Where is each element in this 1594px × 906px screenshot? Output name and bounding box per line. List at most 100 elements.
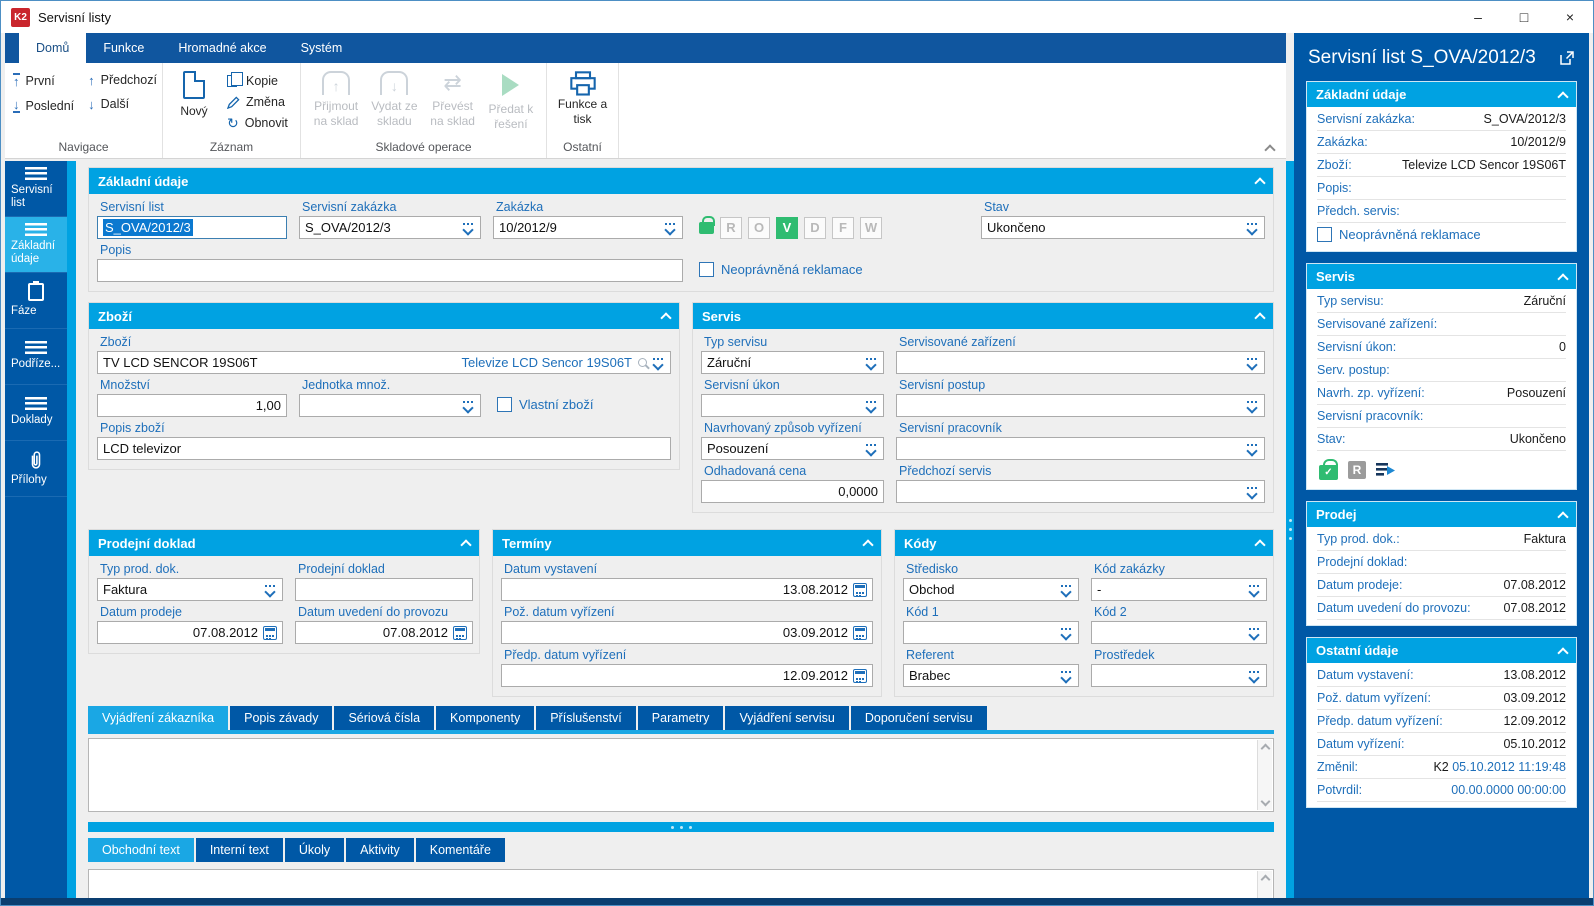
dropdown-icon[interactable] [651, 356, 665, 370]
navrhovany-zpusob-dropdown[interactable]: Posouzení [701, 437, 884, 460]
minimize-button[interactable]: – [1474, 9, 1482, 25]
servisovane-zarizeni-dropdown[interactable] [896, 351, 1265, 374]
predp-datum-vyrizeni-input[interactable]: 12.09.2012 [501, 664, 873, 687]
dropdown-icon[interactable] [1245, 221, 1259, 235]
scroll-down-icon[interactable] [1260, 796, 1270, 807]
section-header-terminy[interactable]: Termíny [493, 530, 881, 556]
zbozi-input[interactable]: TV LCD SENCOR 19S06T Televize LCD Sencor… [97, 351, 671, 374]
last-button[interactable]: ↓ Poslední [13, 97, 75, 113]
section-header-zbozi[interactable]: Zboží [89, 303, 679, 329]
horizontal-splitter[interactable] [88, 822, 1274, 832]
popis-input[interactable] [97, 259, 683, 282]
stredisko-dropdown[interactable]: Obchod [903, 578, 1079, 601]
collapse-icon[interactable] [1557, 510, 1569, 523]
dropdown-icon[interactable] [461, 221, 475, 235]
submit-for-solving-button[interactable]: Předat k řešení [484, 69, 538, 132]
mnozstvi-input[interactable]: 1,00 [97, 394, 287, 417]
maximize-button[interactable]: □ [1519, 9, 1529, 25]
previous-button[interactable]: ↑ Předchozí [88, 72, 157, 88]
servisni-list-input[interactable]: S_OVA/2012/3 [97, 216, 287, 239]
calendar-icon[interactable] [853, 582, 867, 597]
datum-vystaveni-input[interactable]: 13.08.2012 [501, 578, 873, 601]
stav-dropdown[interactable]: Ukončeno [981, 216, 1265, 239]
servisni-ukon-dropdown[interactable] [701, 394, 884, 417]
jednotka-dropdown[interactable] [299, 394, 481, 417]
first-button[interactable]: ↑ První [13, 73, 55, 89]
typ-servisu-dropdown[interactable]: Záruční [701, 351, 884, 374]
collapse-icon[interactable] [660, 312, 672, 324]
sidebar-item-podrizene[interactable]: Podříze... [5, 329, 67, 385]
tab-komponenty[interactable]: Komponenty [436, 706, 535, 730]
tab-vyjadreni-zakaznika[interactable]: Vyjádření zákazníka [88, 706, 229, 730]
business-text-textarea[interactable] [88, 869, 1274, 898]
dropdown-icon[interactable] [864, 399, 878, 413]
tab-aktivity[interactable]: Aktivity [346, 838, 414, 862]
dropdown-icon[interactable] [1247, 583, 1261, 597]
issue-from-stock-button[interactable]: ↓ Vydat ze skladu [367, 69, 421, 129]
tab-komentare[interactable]: Komentáře [415, 838, 505, 862]
zakazka-dropdown[interactable]: 10/2012/9 [493, 216, 683, 239]
scrollbar[interactable] [1257, 740, 1272, 810]
referent-dropdown[interactable]: Brabec [903, 664, 1079, 687]
dropdown-icon[interactable] [1245, 356, 1259, 370]
ribbon-tab-domu[interactable]: Domů [19, 33, 87, 63]
tab-popis-zavady[interactable]: Popis závady [230, 706, 333, 730]
kod-zakazky-dropdown[interactable]: - [1091, 578, 1267, 601]
vlastni-zbozi-checkbox[interactable] [497, 397, 512, 412]
calendar-icon[interactable] [853, 668, 867, 683]
neopravnena-reklamace-checkbox[interactable] [1317, 227, 1332, 242]
collapse-icon[interactable] [1254, 312, 1266, 324]
ribbon-tab-funkce[interactable]: Funkce [103, 41, 145, 55]
ribbon-tab-system[interactable]: Systém [300, 41, 343, 55]
tab-obchodni-text[interactable]: Obchodní text [88, 838, 194, 862]
calendar-icon[interactable] [263, 625, 277, 640]
vertical-splitter[interactable] [1286, 161, 1294, 898]
prostredek-dropdown[interactable] [1091, 664, 1267, 687]
prodejni-doklad-input[interactable] [295, 578, 473, 601]
customer-statement-textarea[interactable] [88, 738, 1274, 812]
summary-header-ostatni-udaje[interactable]: Ostatní údaje [1307, 638, 1576, 663]
zbozi-link[interactable]: Televize LCD Sencor 19S06T [461, 355, 632, 370]
servisni-pracovnik-dropdown[interactable] [896, 437, 1265, 460]
calendar-icon[interactable] [453, 625, 467, 640]
dropdown-icon[interactable] [263, 583, 277, 597]
scroll-up-icon[interactable] [1260, 743, 1270, 754]
scroll-up-icon[interactable] [1260, 874, 1270, 885]
functions-and-print-button[interactable]: Funkce a tisk [555, 69, 610, 127]
dropdown-icon[interactable] [864, 442, 878, 456]
summary-header-prodej[interactable]: Prodej [1307, 502, 1576, 527]
tab-ukoly[interactable]: Úkoly [284, 838, 345, 862]
dropdown-icon[interactable] [461, 399, 475, 413]
collapse-icon[interactable] [1557, 646, 1569, 659]
tab-seriova-cisla[interactable]: Sériová čísla [334, 706, 435, 730]
kod1-dropdown[interactable] [903, 621, 1079, 644]
section-header-prodejni-doklad[interactable]: Prodejní doklad [89, 530, 479, 556]
search-icon[interactable] [638, 358, 647, 367]
servisni-zakazka-dropdown[interactable]: S_OVA/2012/3 [299, 216, 481, 239]
receive-to-stock-button[interactable]: ↑ Přijmout na sklad [309, 69, 363, 129]
dropdown-icon[interactable] [1245, 485, 1259, 499]
datum-prodeje-input[interactable]: 07.08.2012 [97, 621, 283, 644]
dropdown-icon[interactable] [1247, 669, 1261, 683]
summary-header-servis[interactable]: Servis [1307, 264, 1576, 289]
dropdown-icon[interactable] [1059, 626, 1073, 640]
sidebar-item-servisni-list[interactable]: Servisní list [5, 161, 67, 217]
sidebar-item-faze[interactable]: Fáze [5, 273, 67, 329]
collapse-icon[interactable] [460, 539, 472, 551]
transfer-to-stock-button[interactable]: ⇄ Převést na sklad [430, 70, 475, 129]
summary-header-zakladni-udaje[interactable]: Základní údaje [1307, 82, 1576, 107]
sidebar-item-prilohy[interactable]: Přílohy [5, 441, 67, 497]
poz-datum-vyrizeni-input[interactable]: 03.09.2012 [501, 621, 873, 644]
datum-provozu-input[interactable]: 07.08.2012 [295, 621, 473, 644]
dropdown-icon[interactable] [1247, 626, 1261, 640]
sidebar-item-doklady[interactable]: Doklady [5, 385, 67, 441]
edit-button[interactable]: Změna [227, 95, 288, 109]
sidebar-item-zakladni-udaje[interactable]: Základní údaje [5, 217, 67, 273]
collapse-icon[interactable] [1254, 177, 1266, 189]
tab-interni-text[interactable]: Interní text [195, 838, 283, 862]
collapse-icon[interactable] [1254, 539, 1266, 551]
odhadovana-cena-input[interactable]: 0,0000 [701, 480, 884, 503]
servisni-postup-dropdown[interactable] [896, 394, 1265, 417]
dropdown-icon[interactable] [864, 356, 878, 370]
tab-prislusenstvi[interactable]: Příslušenství [536, 706, 636, 730]
